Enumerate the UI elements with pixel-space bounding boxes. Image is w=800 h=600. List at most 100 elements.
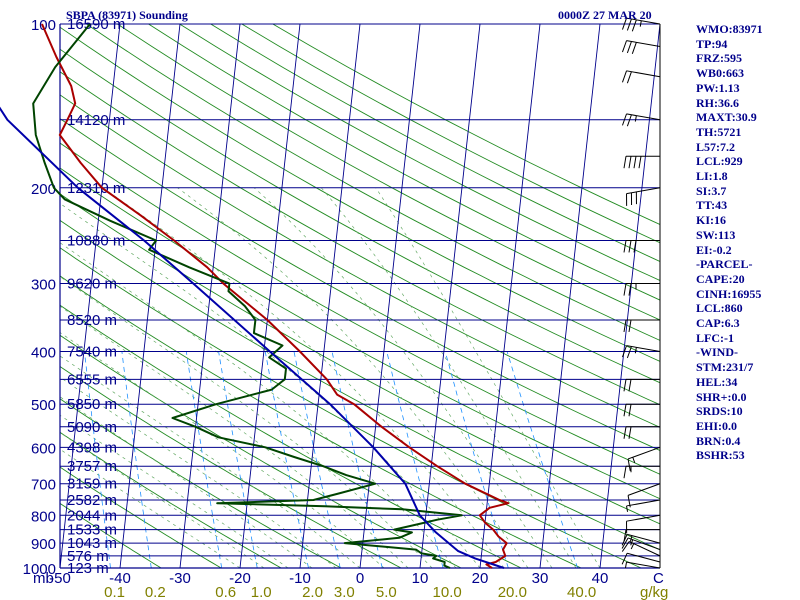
dry-adiabat — [179, 24, 660, 282]
wind-barb — [621, 537, 661, 551]
index-item: SI:3.7 — [696, 183, 727, 198]
wind-barb — [623, 426, 660, 439]
wind-barb-feather — [627, 458, 631, 471]
dry-adiabat — [86, 24, 660, 341]
index-item: WB0:663 — [696, 66, 744, 81]
wind-barb — [623, 465, 660, 479]
y-unit-label: mb — [33, 570, 54, 587]
height-label: 3159 m — [67, 476, 117, 493]
wind-barb — [623, 378, 660, 392]
wind-barb — [621, 113, 661, 127]
isotherm — [479, 24, 541, 568]
wind-barb-staff — [628, 541, 661, 557]
wind-barb-staff — [626, 345, 661, 353]
dry-adiabat — [60, 71, 660, 406]
height-label: 6555 m — [67, 371, 117, 388]
wind-barb-feather — [623, 240, 627, 253]
height-label: 2582 m — [67, 492, 117, 509]
temperature-tick-label: -50 — [49, 570, 71, 587]
moist-adiabat — [253, 187, 553, 568]
index-item: SHR+:0.0 — [696, 389, 747, 404]
temperature-tick-label: -40 — [109, 570, 131, 587]
wind-barb — [627, 483, 661, 508]
dry-adiabat — [60, 142, 660, 475]
mixing-ratio-tick-label: 3.0 — [334, 584, 355, 600]
dewpoint-profile — [32, 23, 463, 569]
temperature-tick-label: 30 — [532, 570, 549, 587]
mixing-ratio-tick-label: 10.0 — [433, 584, 462, 600]
wind-barb — [621, 40, 661, 54]
pressure-tick-label: 600 — [31, 440, 56, 457]
wind-barb-feather — [623, 283, 627, 296]
index-item: CINH:16955 — [696, 286, 762, 301]
wind-barb-feather — [631, 19, 637, 32]
isotherm — [239, 24, 301, 568]
height-label: 8520 m — [67, 312, 117, 329]
index-item: MAXT:30.9 — [696, 110, 757, 125]
index-item: LCL:860 — [696, 301, 743, 316]
mixing-ratio-tick-label: 2.0 — [302, 584, 323, 600]
mixing-ratio-tick-label: 0.6 — [215, 584, 236, 600]
pressure-tick-label: 300 — [31, 277, 56, 294]
mixing-ratio-tick-label: 0.2 — [145, 584, 166, 600]
isotherm — [119, 24, 181, 568]
wind-barb-staff — [627, 552, 661, 563]
index-item: BSHR:53 — [696, 448, 745, 463]
wind-barb — [621, 345, 661, 359]
wind-barb-feather — [631, 42, 637, 54]
wind-barb-half-feather — [639, 20, 642, 27]
height-label: 12310 m — [67, 180, 125, 197]
dry-adiabat — [148, 24, 660, 301]
mixing-ratio-tick-label: 20.0 — [498, 584, 527, 600]
height-label: 1043 m — [67, 535, 117, 552]
mixing-ratio-tick-label: 1.0 — [251, 584, 272, 600]
wind-barb — [623, 283, 660, 296]
mixing-ratio-unit-label: g/kg — [640, 584, 668, 600]
wind-barb-staff — [626, 17, 661, 25]
wind-barb-half-feather — [634, 347, 637, 354]
wind-barb-feather — [628, 156, 632, 169]
index-item: BRN:0.4 — [696, 433, 741, 448]
index-item: SW:113 — [696, 227, 736, 242]
dry-adiabat — [60, 365, 403, 568]
temperature-tick-label: 40 — [592, 570, 609, 587]
temperature-tick-label: -30 — [169, 570, 191, 587]
height-label: 123 m — [67, 560, 109, 577]
pressure-tick-label: 1000 — [23, 561, 56, 578]
wind-barb-feather — [628, 283, 632, 296]
index-item: WMO:83971 — [696, 22, 763, 36]
height-label: 5850 m — [67, 396, 117, 413]
dry-adiabat — [60, 431, 283, 568]
wind-barb-half-feather — [624, 562, 628, 569]
pressure-tick-label: 700 — [31, 477, 56, 494]
index-item: L57:7.2 — [696, 139, 735, 154]
pressure-tick-label: 800 — [31, 508, 56, 525]
wind-barb — [621, 552, 661, 565]
wind-barb-half-feather — [630, 543, 635, 550]
index-item: PW:1.13 — [696, 80, 740, 95]
isotherm — [60, 24, 121, 568]
wind-barb — [623, 239, 660, 253]
index-item: EHI:0.0 — [696, 418, 738, 433]
moist-adiabat — [102, 187, 505, 568]
height-label: 5090 m — [67, 419, 117, 436]
wind-barb — [621, 17, 661, 32]
wind-barb — [627, 446, 661, 471]
dry-adiabat — [117, 24, 660, 321]
index-item: FRZ:595 — [696, 51, 742, 66]
wind-barb-feather — [626, 18, 632, 31]
wind-barb-staff — [626, 40, 661, 48]
wind-barb-staff — [627, 483, 661, 496]
dry-adiabat — [60, 26, 660, 362]
index-item: KI:16 — [696, 213, 726, 228]
dry-adiabat — [60, 48, 660, 384]
wind-barb-feather — [633, 240, 637, 253]
wind-barb — [624, 561, 661, 569]
wind-barb-staff — [626, 70, 661, 78]
wind-barb-feather — [627, 495, 631, 508]
wind-barb-feather — [628, 426, 632, 439]
wind-barb — [623, 529, 660, 542]
wind-barb-feather — [621, 553, 628, 565]
index-item: STM:231/7 — [696, 360, 754, 375]
